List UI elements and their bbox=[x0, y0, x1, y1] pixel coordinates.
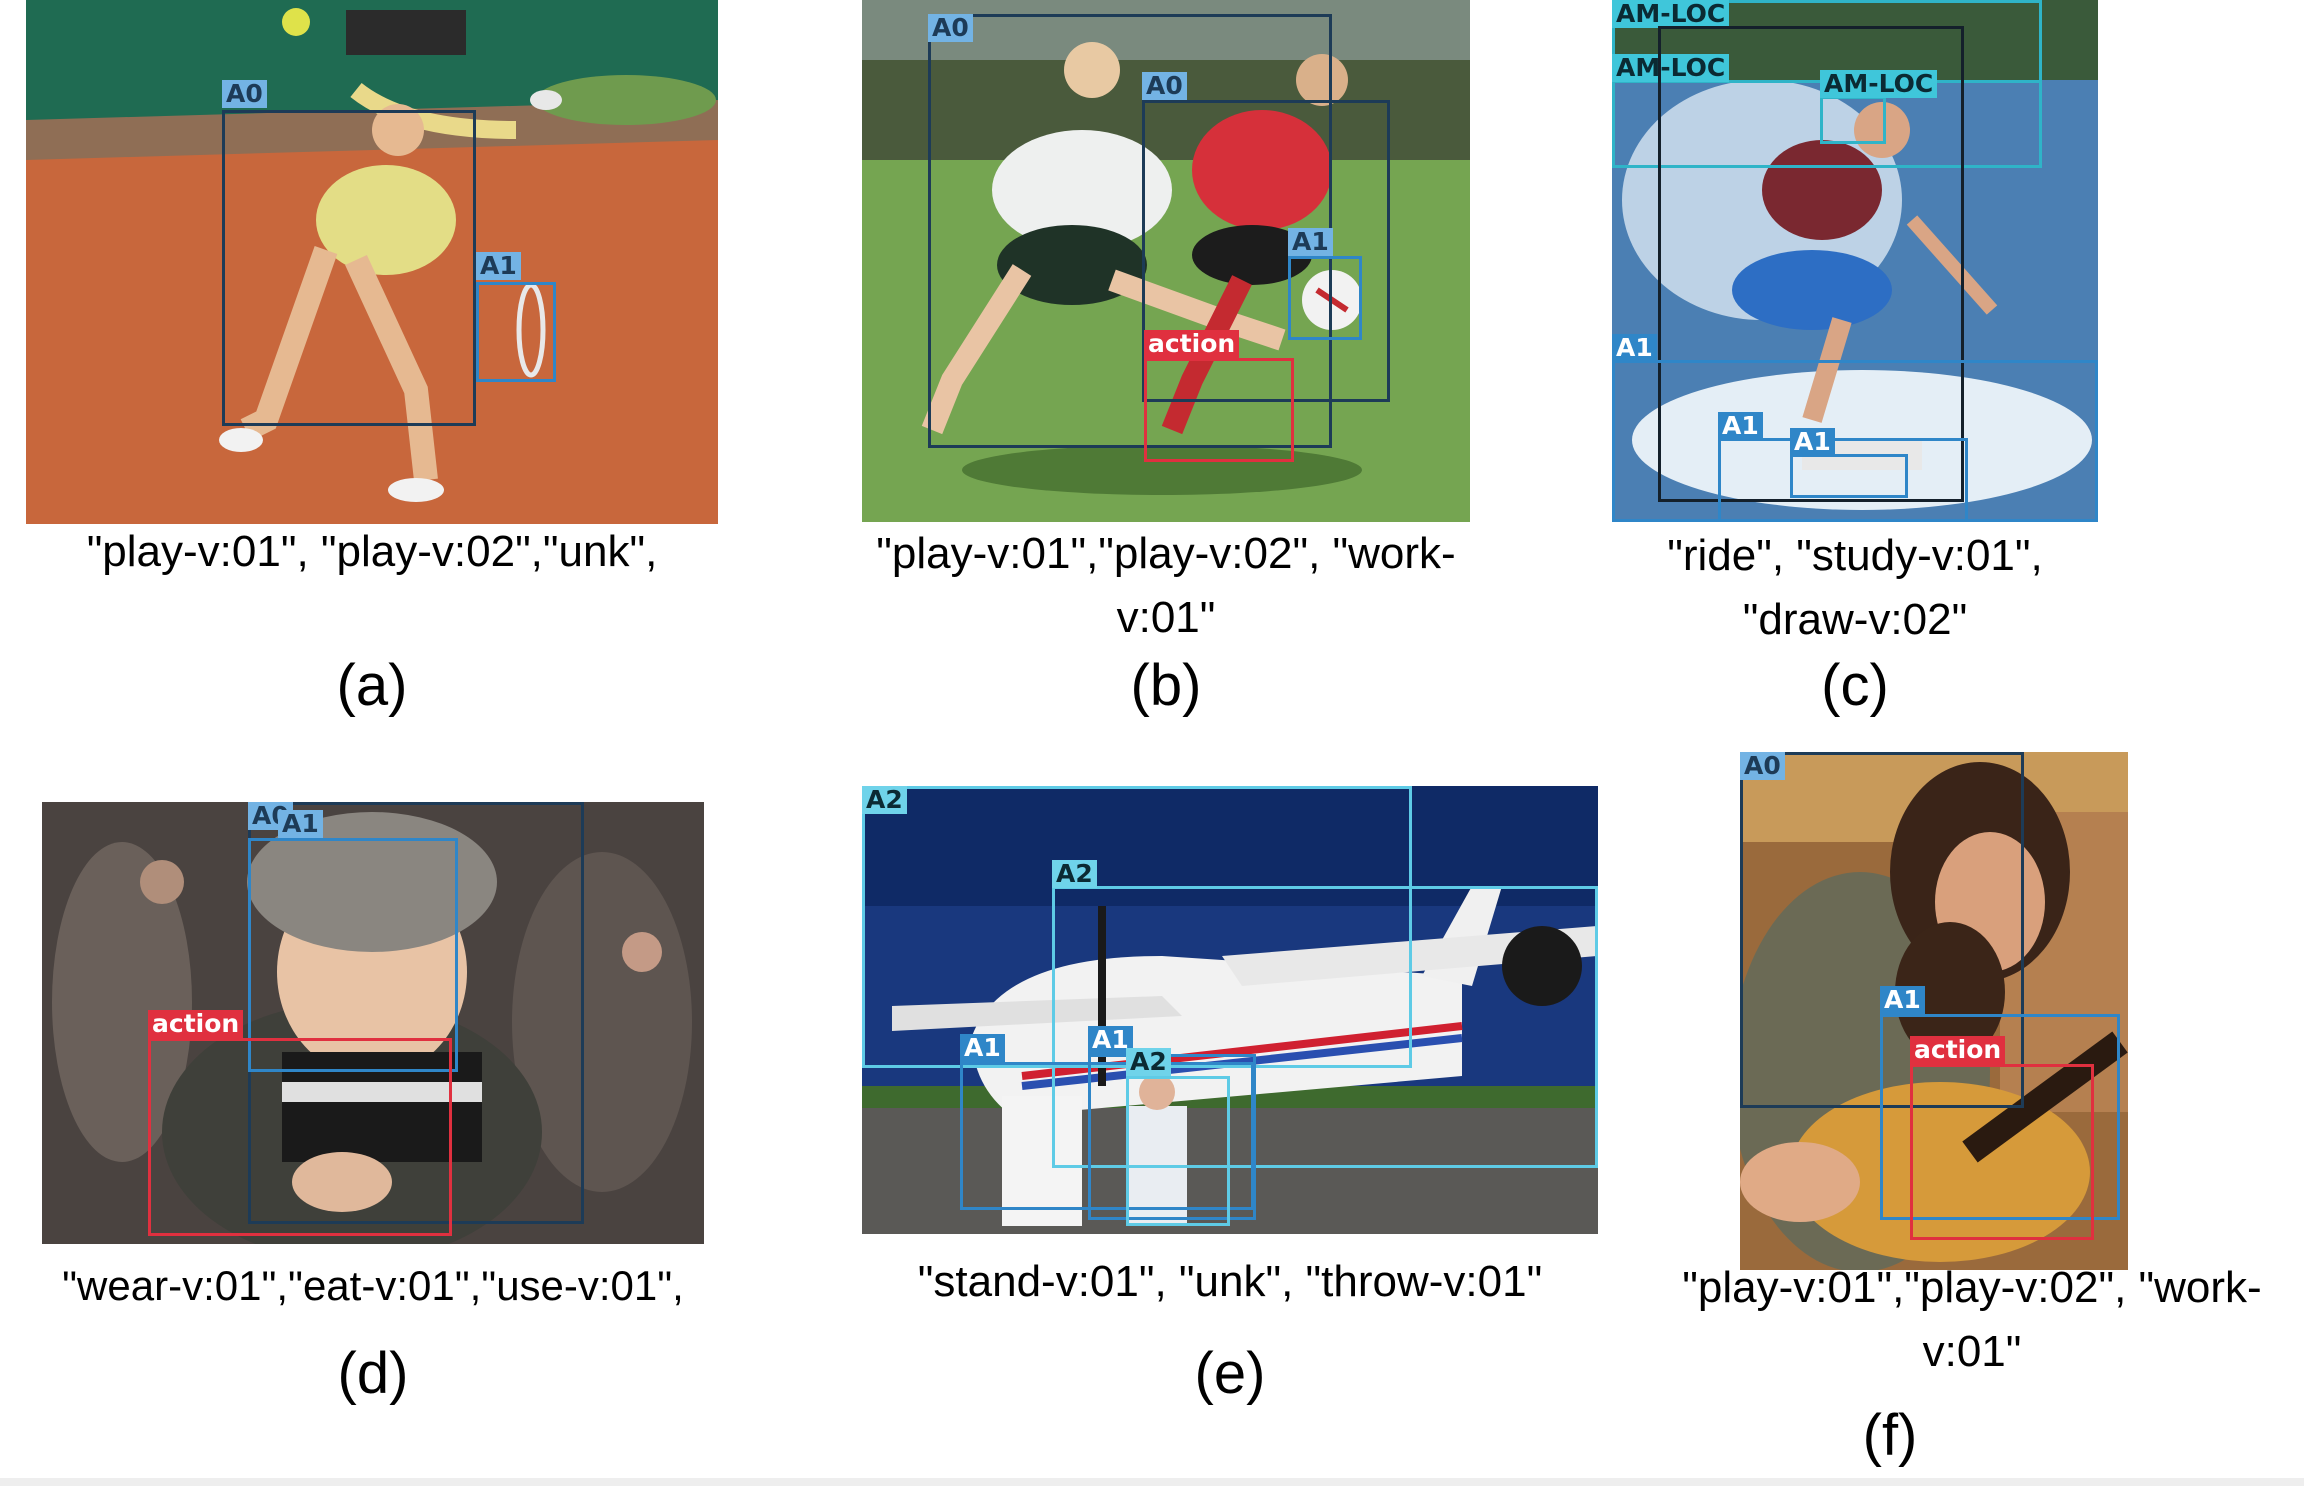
A2-label-2: A2 bbox=[1052, 860, 1097, 888]
AM-LOC-label-1: AM-LOC bbox=[1612, 0, 1730, 28]
action-box bbox=[1144, 358, 1294, 462]
panel-letter-d: (d) bbox=[337, 1341, 409, 1406]
action-label: action bbox=[1144, 330, 1240, 358]
caption-e: "stand-v:01", "unk", "throw-v:01" bbox=[917, 1257, 1543, 1306]
wakeboard-scene-image bbox=[1612, 0, 2098, 522]
photo-soccer: A0 A0 A1 action bbox=[862, 0, 1470, 522]
A1-box bbox=[1288, 256, 1362, 340]
A1-box-2 bbox=[1718, 438, 1968, 522]
action-box bbox=[1910, 1064, 2094, 1240]
A1-label-1: A1 bbox=[960, 1034, 1005, 1062]
photo-wakeboard: AM-LOC AM-LOC AM-LOC A1 A1 A1 bbox=[1612, 0, 2098, 522]
photo-airplane: A2 A2 A1 A1 A2 bbox=[862, 786, 1598, 1234]
panel-letter-c: (c) bbox=[1821, 653, 1889, 718]
A1-label: A1 bbox=[278, 810, 323, 838]
tennis-scene-image bbox=[26, 0, 718, 524]
photo-child-cap: A0 A1 action bbox=[42, 802, 704, 1244]
caption-b: "play-v:01","play-v:02", "work-v:01" bbox=[876, 529, 1456, 642]
action-label: action bbox=[1910, 1036, 2006, 1064]
A2-box-3 bbox=[1126, 1076, 1230, 1226]
bottom-rule bbox=[0, 1478, 2304, 1486]
A0-label-2: A0 bbox=[1142, 72, 1187, 100]
A1-label: A1 bbox=[1288, 228, 1333, 256]
caption-f: "play-v:01","play-v:02", "work-v:01" bbox=[1682, 1263, 2262, 1376]
A0-label-1: A0 bbox=[928, 14, 973, 42]
A1-box-2 bbox=[1088, 1054, 1256, 1220]
A0-label: A0 bbox=[1740, 752, 1785, 780]
A1-box bbox=[248, 838, 458, 1072]
action-box bbox=[148, 1038, 452, 1236]
A1-label-1: A1 bbox=[1612, 334, 1657, 362]
caption-c: "ride", "study-v:01", "draw-v:02" bbox=[1667, 531, 2043, 644]
caption-a: "play-v:01", "play-v:02","unk", bbox=[86, 527, 658, 576]
photo-tennis: A0 A1 bbox=[26, 0, 718, 524]
action-label: action bbox=[148, 1010, 244, 1038]
A1-label-2: A1 bbox=[1088, 1026, 1133, 1054]
AM-LOC-label-2: AM-LOC bbox=[1612, 54, 1730, 82]
panel-letter-a: (a) bbox=[336, 653, 408, 718]
A1-box bbox=[476, 282, 556, 382]
A1-box bbox=[1880, 1014, 2120, 1220]
A1-box-1 bbox=[960, 1062, 1254, 1210]
A1-label: A1 bbox=[476, 252, 521, 280]
photo-guitarist: A0 A1 action bbox=[1740, 752, 2128, 1270]
A2-box-2 bbox=[1052, 886, 1598, 1168]
A1-label: A1 bbox=[1880, 986, 1925, 1014]
A2-label-1: A2 bbox=[862, 786, 907, 814]
A0-box bbox=[222, 110, 476, 426]
A1-box-3 bbox=[1790, 454, 1908, 498]
panel-letter-f: (f) bbox=[1862, 1403, 1918, 1468]
A0-box-2 bbox=[1142, 100, 1390, 402]
panel-letter-e: (e) bbox=[1194, 1341, 1266, 1406]
A1-label-2: A1 bbox=[1718, 412, 1763, 440]
A0-label: A0 bbox=[222, 80, 267, 108]
A2-label-3: A2 bbox=[1126, 1048, 1171, 1076]
outer-dark-box bbox=[1658, 26, 1964, 502]
panel-letter-b: (b) bbox=[1130, 653, 1202, 718]
AM-LOC-label-3: AM-LOC bbox=[1820, 70, 1938, 98]
caption-d: "wear-v:01","eat-v:01","use-v:01", bbox=[62, 1262, 684, 1309]
A1-label-3: A1 bbox=[1790, 428, 1835, 456]
